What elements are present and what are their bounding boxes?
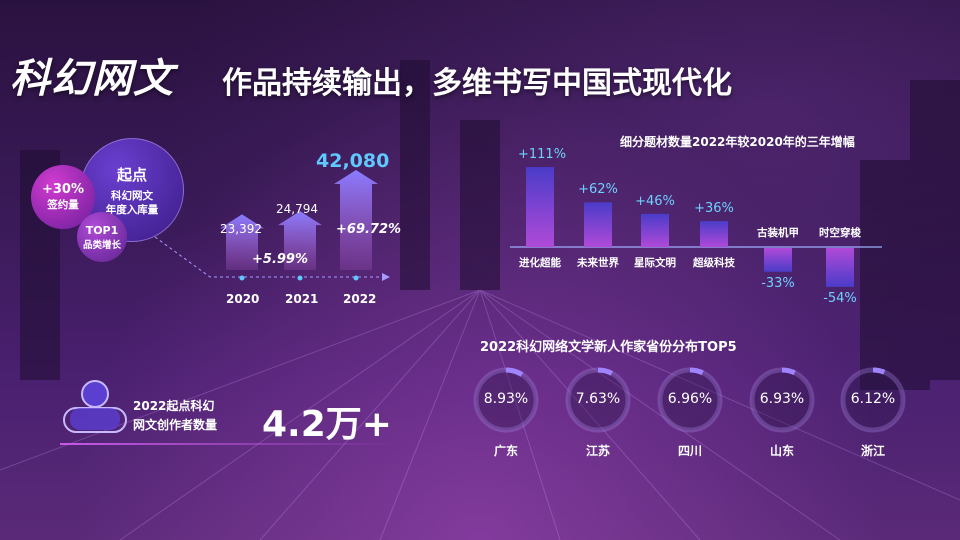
- ring-province-label: 四川: [677, 444, 702, 458]
- bar-value-label: -33%: [761, 275, 795, 291]
- bar-value-label: -54%: [823, 290, 857, 306]
- year-2020: 2020: [226, 292, 260, 306]
- ring-value-label: 6.12%: [850, 391, 896, 407]
- growth-arrow-2020: [220, 214, 264, 270]
- value-label-2021: 24,794: [276, 202, 318, 216]
- ring-province-label: 浙江: [860, 444, 885, 458]
- ring-value-label: 7.63%: [575, 391, 621, 407]
- signing-label: 签约量: [47, 199, 79, 211]
- year-2021: 2021: [285, 292, 319, 306]
- ring-progress-山东: [749, 367, 815, 433]
- year-dot-2021: [297, 275, 303, 281]
- page-title-sub: 作品持续输出，多维书写中国式现代化: [222, 66, 732, 101]
- author-count-value: 4.2万+: [262, 404, 392, 445]
- author-avatar-icon: [63, 380, 127, 433]
- bar-星际文明: [641, 213, 669, 247]
- ring-progress-浙江: [840, 367, 906, 433]
- growth-label-2021: +5.99%: [252, 252, 308, 267]
- bar-value-label: +111%: [518, 147, 567, 163]
- bar-value-label: +46%: [635, 193, 675, 209]
- bar-chart-title: 细分题材数量2022年较2020年的三年增幅: [620, 135, 855, 149]
- bubble-desc-line2: 年度入库量: [105, 203, 159, 216]
- bar-value-label: +36%: [694, 201, 734, 217]
- bubble-desc-line1: 科幻网文: [111, 189, 153, 202]
- bar-未来世界: [584, 202, 612, 247]
- bar-category-label: 星际文明: [634, 257, 676, 269]
- bar-古装机甲: [764, 248, 792, 272]
- connector-dashed-line: [154, 236, 382, 278]
- ring-value-label: 6.96%: [667, 391, 713, 407]
- bar-category-label: 进化超能: [519, 257, 561, 269]
- ring-province-label: 山东: [769, 444, 794, 458]
- top1-value: TOP1: [85, 223, 119, 237]
- growth-arrow-2021: [278, 211, 322, 270]
- ring-province-label: 江苏: [585, 444, 610, 458]
- growth-arrow-2022: [334, 170, 378, 270]
- ring-value-label: 6.93%: [759, 391, 805, 407]
- bar-进化超能: [526, 167, 554, 247]
- ring-progress-广东: [473, 367, 539, 433]
- growth-label-2022: +69.72%: [336, 222, 402, 237]
- value-label-2020: 23,392: [220, 222, 262, 236]
- author-underline: [60, 443, 400, 445]
- bar-category-label: 古装机甲: [757, 227, 799, 239]
- author-count-label-line2: 网文创作者数量: [133, 418, 218, 432]
- top1-bubble: TOP1 品类增长: [77, 212, 127, 262]
- author-count-label-line1: 2022起点科幻: [133, 399, 215, 413]
- signing-growth: +30%: [41, 182, 84, 197]
- ring-progress-四川: [657, 367, 723, 433]
- page-title-main: 科幻网文: [10, 56, 174, 102]
- ring-province-label: 广东: [493, 444, 518, 458]
- ring-value-label: 8.93%: [483, 391, 529, 407]
- ring-section-title: 2022科幻网络文学新人作家省份分布TOP5: [480, 340, 737, 355]
- top1-label: 品类增长: [82, 239, 121, 251]
- value-label-2022: 42,080: [316, 150, 390, 172]
- bar-value-label: +62%: [578, 182, 618, 198]
- year-dot-2022: [353, 275, 359, 281]
- year-2022: 2022: [343, 292, 377, 306]
- bar-时空穿梭: [826, 248, 854, 287]
- ring-progress-江苏: [565, 367, 631, 433]
- bar-category-label: 时空穿梭: [819, 227, 861, 239]
- bubble-brand: 起点: [116, 165, 147, 184]
- bar-超级科技: [700, 221, 728, 247]
- bar-category-label: 未来世界: [577, 257, 619, 269]
- bar-category-label: 超级科技: [693, 257, 735, 269]
- year-dot-2020: [239, 275, 245, 281]
- axis-arrowhead: [382, 273, 390, 281]
- author-count-label: 2022起点科幻 网文创作者数量: [133, 397, 217, 435]
